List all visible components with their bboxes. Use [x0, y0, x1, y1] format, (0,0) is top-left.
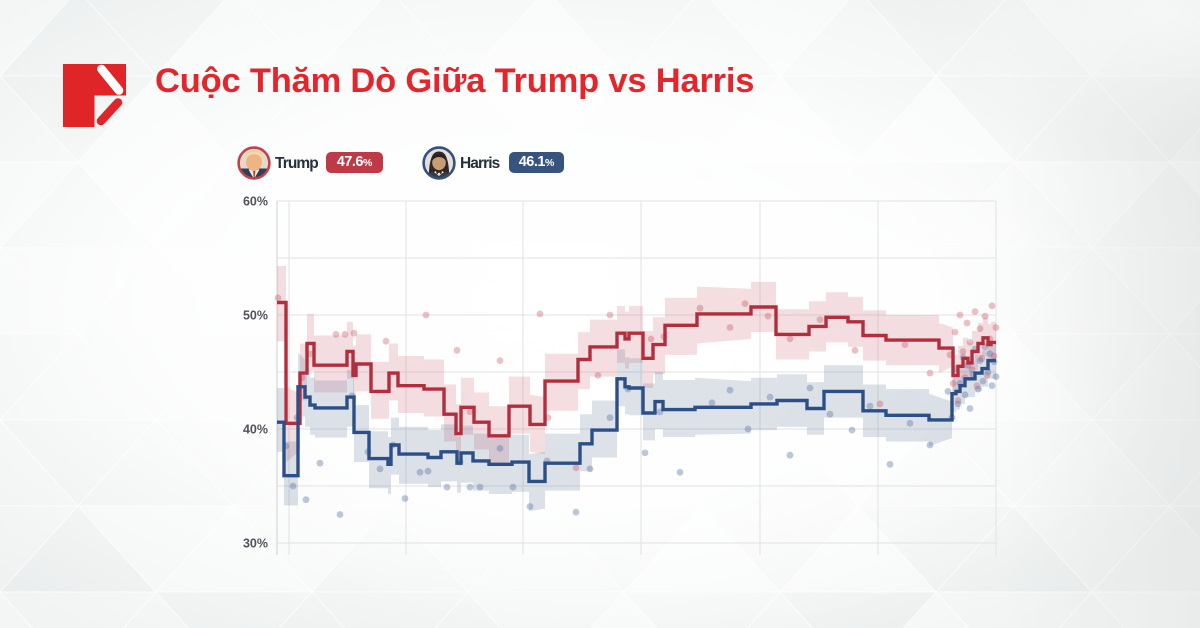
svg-text:30%: 30%: [243, 537, 268, 551]
svg-text:40%: 40%: [243, 423, 268, 437]
svg-text:50%: 50%: [243, 309, 268, 323]
svg-text:60%: 60%: [243, 195, 268, 209]
